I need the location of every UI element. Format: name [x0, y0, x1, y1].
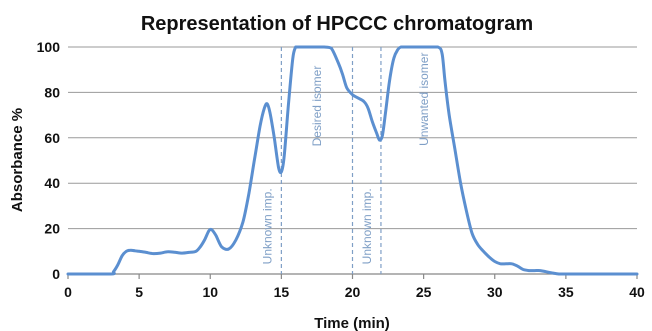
y-tick-label: 0: [52, 266, 60, 282]
y-tick-label: 100: [37, 39, 61, 55]
x-tick-label: 25: [416, 284, 432, 300]
y-tick-label: 40: [44, 175, 60, 191]
x-tick-label: 15: [274, 284, 290, 300]
peak-annotation: Unknown imp.: [260, 188, 274, 264]
x-tick-label: 5: [135, 284, 143, 300]
y-tick-label: 20: [44, 221, 60, 237]
axes: 0 20 40 60 80 100 0 5 10 15 20 25 30 35 40: [37, 39, 645, 300]
series: [66, 45, 639, 276]
peak-annotation: Desired isomer: [310, 66, 324, 147]
x-tick-label: 30: [487, 284, 503, 300]
x-tick-label: 40: [629, 284, 645, 300]
peak-annotation: Unknown imp.: [360, 188, 374, 264]
x-tick-label: 10: [202, 284, 218, 300]
chart-title: Representation of HPCCC chromatogram: [141, 13, 533, 35]
y-tick-label: 80: [44, 84, 60, 100]
y-tick-label: 60: [44, 130, 60, 146]
peak-dividers: [280, 47, 382, 274]
x-tick-label: 0: [64, 284, 72, 300]
peak-annotation: Unwanted isomer: [417, 53, 431, 146]
x-axis-title: Time (min): [314, 315, 390, 331]
x-tick-label: 20: [345, 284, 361, 300]
x-tick-label: 35: [558, 284, 574, 300]
chromatogram-line: [66, 45, 639, 276]
y-axis-title: Absorbance %: [9, 108, 26, 212]
peak-annotations: Unknown imp. Desired isomer Unknown imp. Un…: [260, 53, 430, 265]
